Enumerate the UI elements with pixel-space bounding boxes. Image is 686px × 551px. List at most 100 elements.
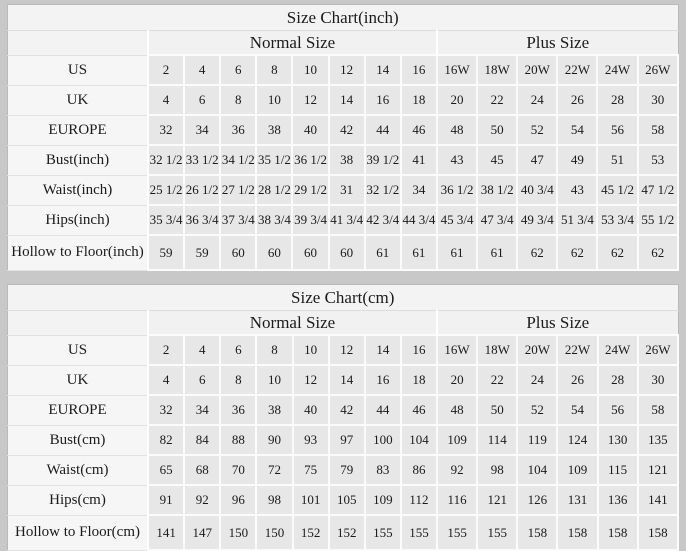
size-cell: 150 xyxy=(255,514,294,551)
size-cell: 51 xyxy=(596,144,639,176)
size-cell: 59 xyxy=(183,234,222,271)
size-cell: 38 xyxy=(255,114,294,146)
size-cell: 28 xyxy=(596,84,639,116)
size-cell: 58 xyxy=(636,394,680,426)
size-cell: 24 xyxy=(516,84,559,116)
size-cell: 72 xyxy=(255,454,294,486)
size-chart-inch: Size Chart(inch) Normal Size Plus Size US 2 4… xyxy=(7,4,680,271)
size-cell: 116 xyxy=(435,484,479,516)
size-cell: 32 xyxy=(146,114,186,146)
size-cell: 136 xyxy=(596,484,639,516)
size-cell: 121 xyxy=(636,454,680,486)
size-cell: 47 xyxy=(516,144,559,176)
table-row: EUROPE 32 34 36 38 40 42 44 46 48 50 52 54 56 58 xyxy=(7,394,680,426)
size-cell: 56 xyxy=(596,394,639,426)
size-cell: 61 xyxy=(363,234,402,271)
size-cell: 56 xyxy=(596,114,639,146)
size-cell: 40 xyxy=(291,394,330,426)
size-cell: 119 xyxy=(516,424,559,456)
size-cell: 12 xyxy=(327,54,366,86)
size-cell: 32 1/2 xyxy=(363,174,402,206)
size-cell: 70 xyxy=(219,454,258,486)
size-cell: 20 xyxy=(435,364,479,396)
size-cell: 36 1/2 xyxy=(291,144,330,176)
size-table: Size Chart(inch) Normal Size Plus Size US 2 4… xyxy=(7,4,680,271)
size-cell: 155 xyxy=(363,514,402,551)
size-cell: 92 xyxy=(183,484,222,516)
size-cell: 26 xyxy=(556,364,599,396)
size-cell: 155 xyxy=(476,514,519,551)
size-cell: 43 xyxy=(556,174,599,206)
size-cell: 38 1/2 xyxy=(476,174,519,206)
size-cell: 8 xyxy=(255,54,294,86)
size-cell: 46 xyxy=(399,114,438,146)
table-title: Size Chart(inch) xyxy=(7,4,678,31)
size-cell: 32 1/2 xyxy=(146,144,186,176)
size-cell: 53 3/4 xyxy=(596,204,639,236)
table-row: US 2 4 6 8 10 12 14 16 16W 18W 20W 22W 24W 26W xyxy=(7,334,680,366)
size-cell: 98 xyxy=(255,484,294,516)
size-cell: 18 xyxy=(399,364,439,396)
size-cell: 105 xyxy=(327,484,366,516)
table-row: Hollow to Floor(cm) 141 147 150 150 152 152 155… xyxy=(7,514,680,551)
row-label: Hips(inch) xyxy=(7,205,149,236)
size-cell: 121 xyxy=(476,484,519,516)
size-cell: 82 xyxy=(146,424,186,456)
size-cell: 152 xyxy=(327,514,366,551)
size-cell: 48 xyxy=(435,114,479,146)
size-chart-cm: Size Chart(cm) Normal Size Plus Size US 2 4 6 8… xyxy=(7,284,680,551)
table-row: Hips(cm) 91 92 96 98 101 105 109 112 116 121 126 131… xyxy=(7,484,680,516)
table-row: UK 4 6 8 10 12 14 16 18 20 22 24 26 28 30 xyxy=(7,84,680,116)
size-cell: 88 xyxy=(219,424,258,456)
size-cell: 4 xyxy=(183,54,222,86)
table-row: Waist(cm) 65 68 70 72 75 79 83 86 92 98 104 109 115 12… xyxy=(7,454,680,486)
size-cell: 59 xyxy=(146,234,186,271)
table-row: Bust(cm) 82 84 88 90 93 97 100 104 109 114 119 124 13… xyxy=(7,424,680,456)
size-cell: 4 xyxy=(183,334,222,366)
size-cell: 75 xyxy=(291,454,330,486)
size-cell: 22 xyxy=(476,84,519,116)
size-cell: 51 3/4 xyxy=(556,204,599,236)
size-cell: 18W xyxy=(476,54,519,86)
size-cell: 98 xyxy=(476,454,519,486)
row-label: Bust(cm) xyxy=(7,425,149,456)
size-cell: 50 xyxy=(476,394,519,426)
size-cell: 8 xyxy=(219,84,258,116)
size-cell: 36 3/4 xyxy=(183,204,222,236)
size-cell: 40 3/4 xyxy=(516,174,559,206)
size-cell: 6 xyxy=(219,54,258,86)
size-cell: 62 xyxy=(596,234,639,271)
size-cell: 38 3/4 xyxy=(255,204,294,236)
size-cell: 36 xyxy=(219,394,258,426)
table-row: UK 4 6 8 10 12 14 16 18 20 22 24 26 28 30 xyxy=(7,364,680,396)
size-cell: 18W xyxy=(476,334,519,366)
size-cell: 12 xyxy=(327,334,366,366)
size-cell: 27 1/2 xyxy=(219,174,258,206)
size-cell: 20W xyxy=(516,334,559,366)
group-header-plus: Plus Size xyxy=(435,30,678,56)
size-cell: 14 xyxy=(327,364,366,396)
size-cell: 14 xyxy=(363,334,402,366)
size-cell: 109 xyxy=(363,484,402,516)
size-cell: 84 xyxy=(183,424,222,456)
size-cell: 158 xyxy=(556,514,599,551)
row-label: Hips(cm) xyxy=(7,485,149,516)
size-cell: 61 xyxy=(476,234,519,271)
size-cell: 14 xyxy=(363,54,402,86)
size-cell: 6 xyxy=(183,364,222,396)
size-cell: 47 3/4 xyxy=(476,204,519,236)
size-cell: 31 xyxy=(327,174,366,206)
size-cell: 60 xyxy=(327,234,366,271)
size-cell: 141 xyxy=(636,484,680,516)
size-cell: 24W xyxy=(596,54,639,86)
group-header-normal: Normal Size xyxy=(147,310,437,336)
size-cell: 130 xyxy=(596,424,639,456)
size-cell: 158 xyxy=(516,514,559,551)
size-cell: 42 3/4 xyxy=(363,204,402,236)
size-cell: 91 xyxy=(146,484,186,516)
size-cell: 10 xyxy=(255,364,294,396)
size-cell: 158 xyxy=(636,514,680,551)
size-cell: 30 xyxy=(636,364,680,396)
size-cell: 22W xyxy=(556,334,599,366)
size-cell: 20 xyxy=(435,84,479,116)
